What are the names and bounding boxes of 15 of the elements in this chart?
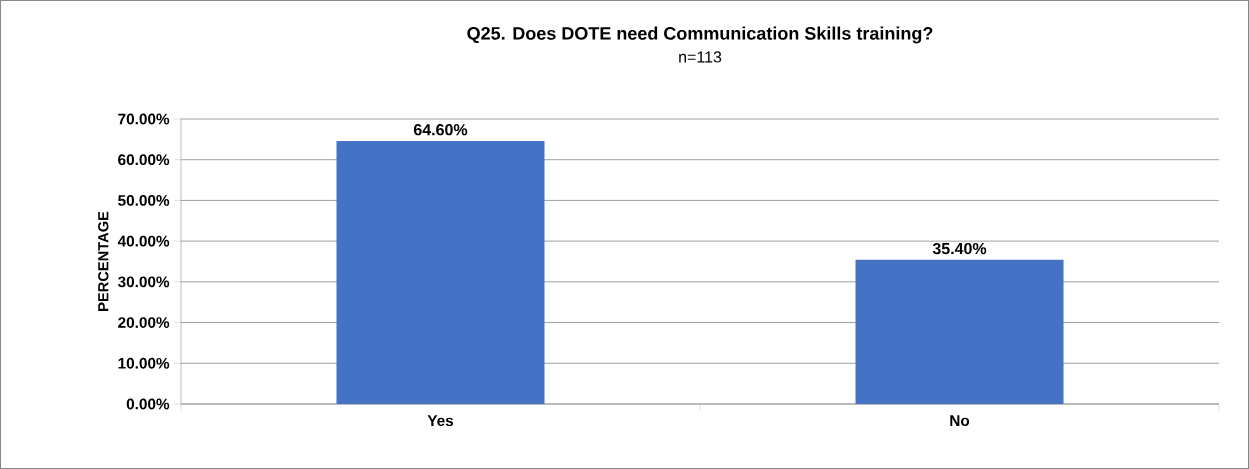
x-tick-label: Yes	[427, 415, 454, 427]
y-tick-label: 30.00%	[117, 276, 170, 288]
y-tick-label: 60.00%	[118, 154, 170, 166]
y-tick-label: 0.00%	[126, 398, 170, 410]
chart-subtitle: n=113	[679, 51, 722, 63]
x-tick-label: No	[950, 415, 970, 427]
y-tick-label: 10.00%	[118, 357, 170, 369]
y-tick-label: 50.00%	[118, 195, 170, 206]
chart-title: Q25. Does DOTE need Communication Skills training?	[467, 26, 933, 44]
y-tick-label: 20.00%	[118, 317, 170, 328]
y-tick-label: 40.00%	[117, 235, 170, 247]
data-label: 35.40%	[932, 242, 987, 255]
y-tick-label: 70.00%	[118, 113, 170, 125]
y-axis-title: PERCENTAGE	[98, 211, 109, 311]
data-label: 64.60%	[413, 124, 468, 136]
